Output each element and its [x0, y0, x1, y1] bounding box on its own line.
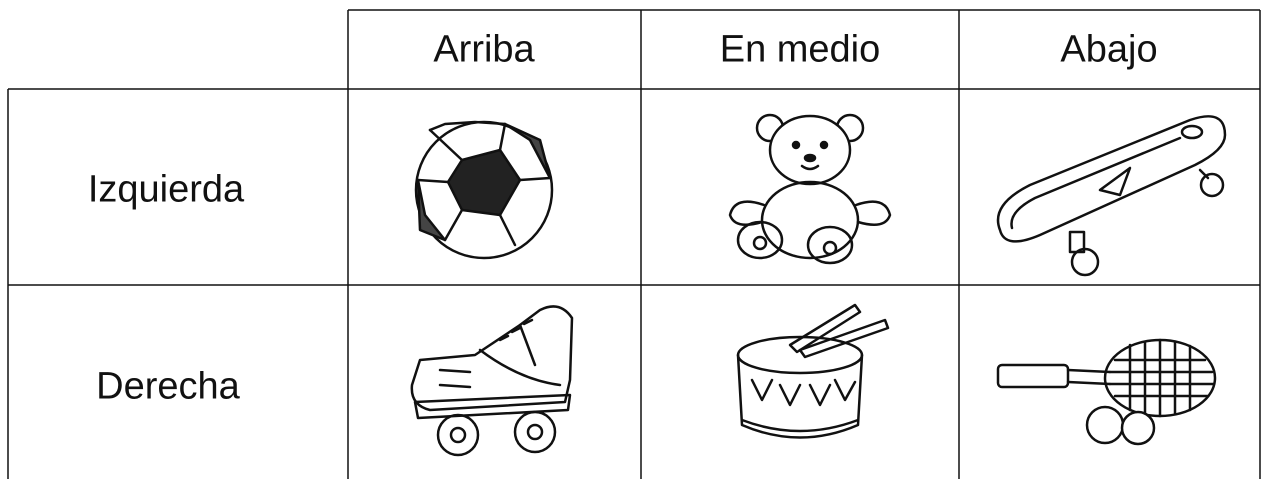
row-label: Derecha	[96, 365, 240, 408]
column-header: Abajo	[1060, 28, 1158, 71]
column-header: En medio	[719, 28, 881, 71]
ball-icon	[414, 120, 554, 260]
table-borders	[7, 9, 1261, 479]
drum-icon	[736, 303, 890, 439]
teddy-bear-icon	[728, 113, 892, 265]
tennis-racket-icon	[996, 338, 1217, 446]
row-label: Izquierda	[87, 168, 245, 211]
roller-skate-icon	[410, 305, 574, 457]
column-header: Arriba	[433, 28, 535, 71]
skateboard-icon	[996, 115, 1227, 277]
